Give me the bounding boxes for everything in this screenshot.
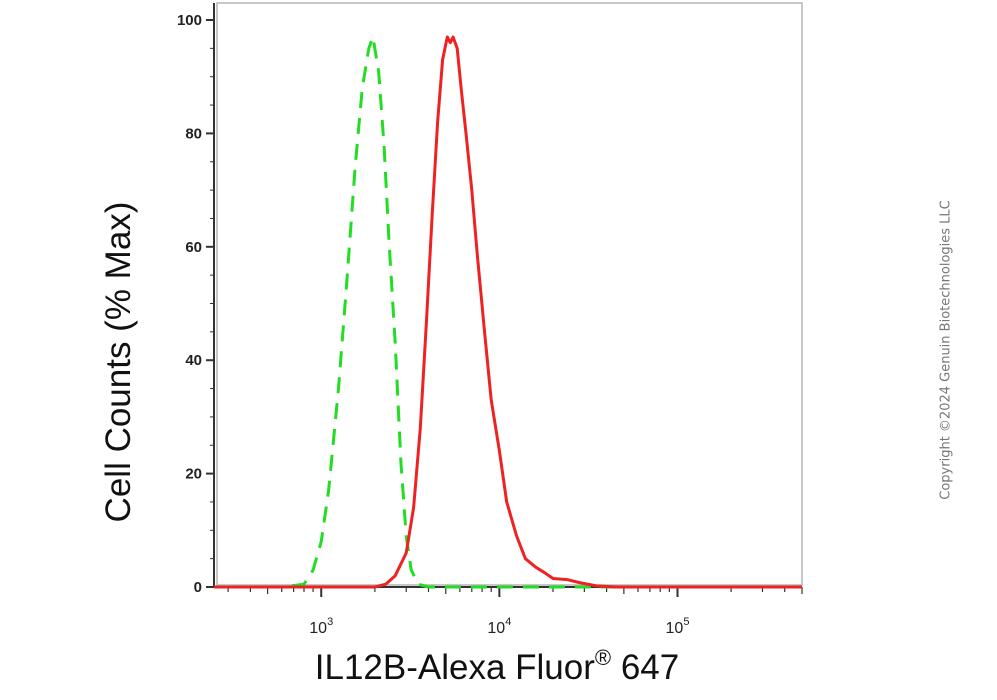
x-tick-exponent: 3 [327,616,333,628]
x-tick-label: 104 [487,616,511,637]
x-tick-exponent: 5 [683,616,689,628]
x-tick-base: 10 [666,620,684,637]
y-tick-label: 60 [185,239,202,256]
x-axis-title: IL12B-Alexa Fluor® 647 [315,645,679,687]
x-tick-base: 10 [487,620,505,637]
y-tick-label: 80 [185,125,202,142]
y-tick-label: 0 [194,579,202,596]
y-tick-label: 100 [177,12,202,29]
x-axis-ticks: 103 104 105 [227,587,803,637]
x-tick-base: 10 [309,620,327,637]
x-tick-label: 103 [309,616,333,637]
isotype-control-curve [214,35,802,589]
copyright-watermark: Copyright ©2024 Genuin Biotechnologies L… [938,200,954,500]
plot-frame [213,2,803,588]
x-axis-title-registered-mark: ® [595,645,611,670]
y-tick-label: 40 [185,352,202,369]
il12b-stained-curve [214,35,802,589]
x-tick-label: 105 [666,616,690,637]
y-axis-title: Cell Counts (% Max) [99,202,138,523]
histogram-series [214,35,802,589]
x-axis-title-suffix: 647 [611,648,679,687]
x-tick-exponent: 4 [505,616,511,628]
y-tick-label: 20 [185,466,202,483]
x-axis-title-main: IL12B-Alexa Fluor [315,648,595,687]
y-axis-ticks: 0 20 40 60 80 100 [177,12,214,596]
